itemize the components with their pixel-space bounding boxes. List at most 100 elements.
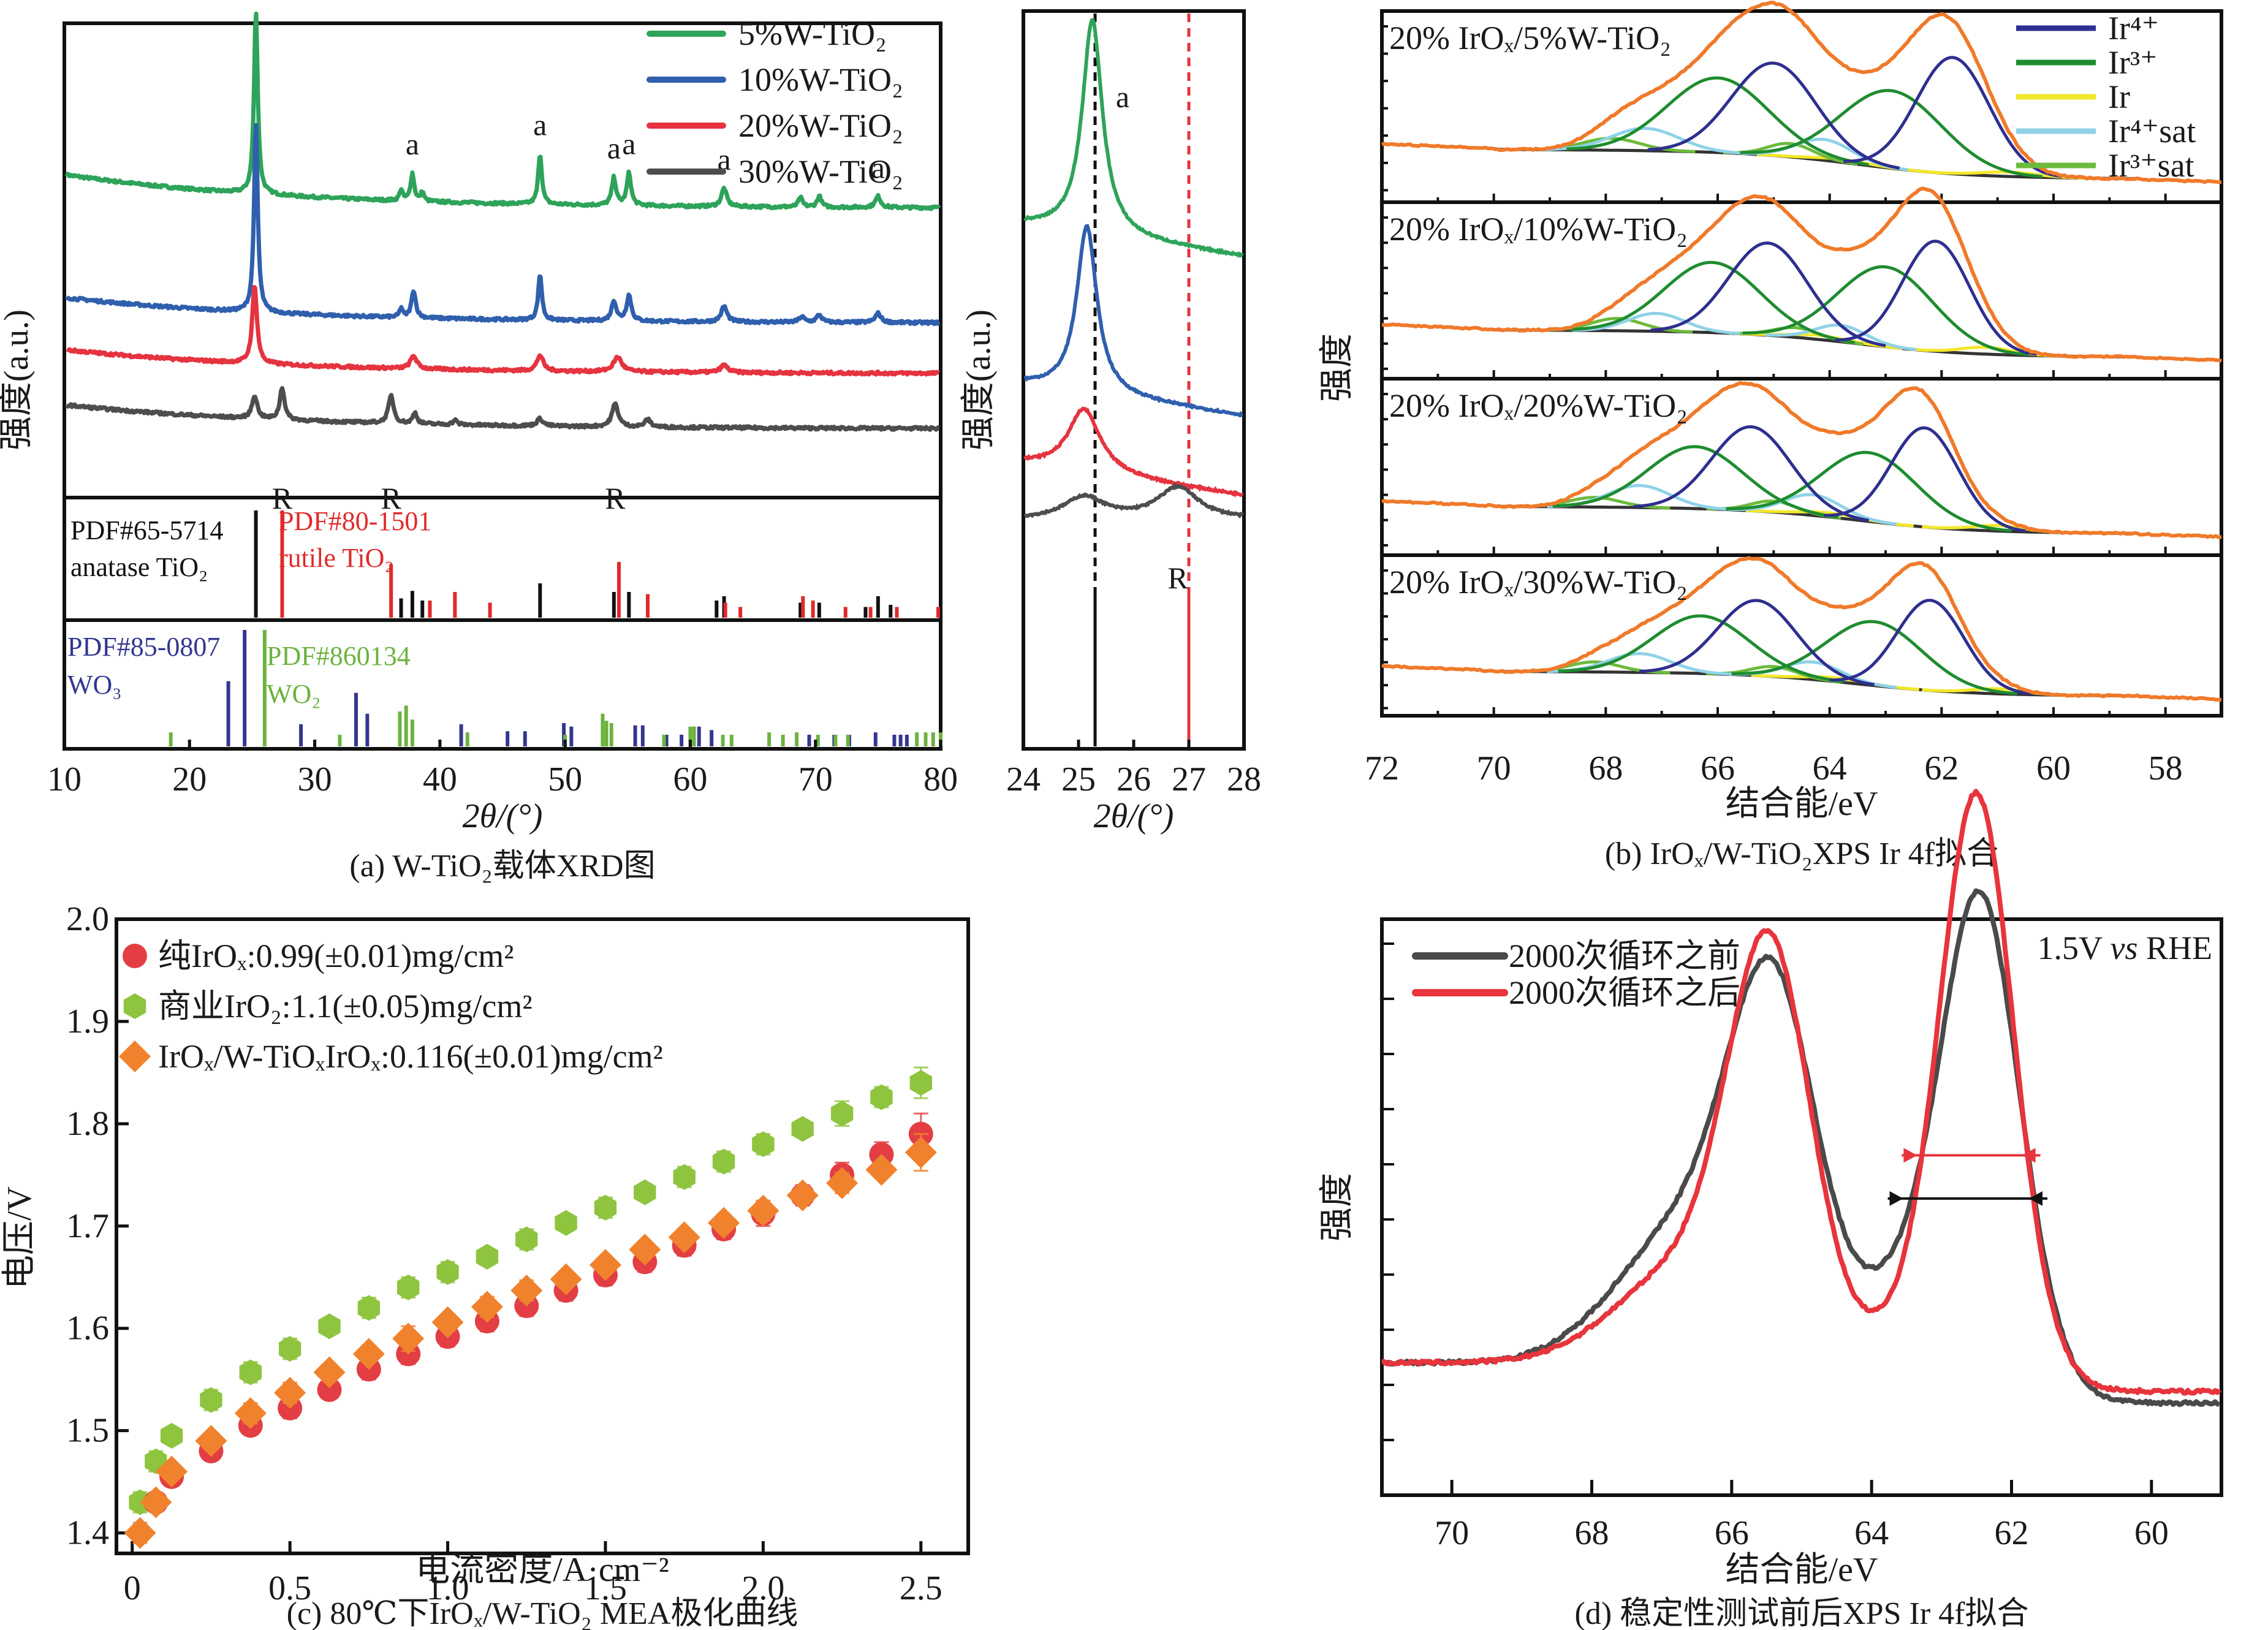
data-point <box>200 1387 222 1413</box>
x-tick-label: 66 <box>1715 1514 1749 1552</box>
x-tick-label: 62 <box>1924 749 1959 787</box>
xps-component-Ir4plussat-0 <box>1572 312 1740 335</box>
x-tick-label: 70 <box>1435 1514 1469 1552</box>
panel-a-inset-traces <box>1023 17 1245 519</box>
data-point <box>594 1194 617 1221</box>
panel-d-y-axis-label: 强度 <box>1318 1173 1356 1241</box>
data-point <box>865 1153 898 1186</box>
peak-label: R <box>272 481 293 515</box>
legend-label-0: 2000次循环之前 <box>1509 938 1740 974</box>
inset-trace-3 <box>1023 482 1245 519</box>
data-point <box>313 1356 346 1389</box>
xps-trace-1 <box>1381 789 2221 1396</box>
data-point <box>826 1167 859 1199</box>
x-tick-label: 1.5 <box>584 1569 627 1607</box>
data-point <box>708 1207 740 1239</box>
xps-subplot-3: 20% IrOₓ/30%W-TiO₂ <box>1380 553 2223 718</box>
x-tick-label: 70 <box>1477 749 1511 787</box>
xps-subplot-0: 20% IrOₓ/5%W-TiO₂ <box>1380 1 2223 204</box>
panel-a-inset-x-axis-label: 2θ/(°) <box>1094 797 1174 835</box>
data-point <box>476 1243 499 1270</box>
data-point <box>431 1306 464 1338</box>
data-point <box>791 1116 814 1142</box>
y-tick-label: 1.4 <box>66 1514 109 1552</box>
panel-b-caption: (b) IrOₓ/W-TiO₂XPS Ir 4f拟合 <box>1605 836 1998 871</box>
panel-a-zoom-inset: aR 24 25 26 27 28 强度(a.u.) 2θ/(°) <box>960 9 1261 835</box>
peak-label: a <box>406 127 419 161</box>
pdf-code-1: PDF#80-1501 <box>279 506 431 536</box>
x-tick-label: 24 <box>1006 760 1041 798</box>
xps-component-Ir3plus-1 <box>1726 450 2012 533</box>
data-point <box>786 1179 819 1211</box>
data-point <box>317 1377 342 1402</box>
inset-trace-1 <box>1023 224 1243 418</box>
pdf-code-0: PDF#65-5714 <box>70 515 223 545</box>
data-point <box>515 1226 538 1253</box>
legend-label-3: Ir⁴⁺sat <box>2108 113 2196 150</box>
panel-d-x-axis-label: 结合能/eV <box>1726 1551 1878 1589</box>
x-tick-label: 27 <box>1172 760 1206 798</box>
legend-label-0: 纯IrOₓ:0.99(±0.01)mg/cm² <box>158 938 514 974</box>
xps-component-Ir3plus-1 <box>1740 89 2042 178</box>
xps-component-Ir4plus-1 <box>1829 599 2031 696</box>
x-tick-label: 64 <box>1854 1514 1889 1552</box>
data-point <box>830 1101 854 1127</box>
x-tick-label: 64 <box>1813 749 1847 787</box>
x-tick-label: 10 <box>47 760 82 798</box>
panel-a-x-axis-label: 2θ/(°) <box>463 797 543 835</box>
x-tick-label: 20 <box>172 760 207 798</box>
xps-component-Ir3plus-0 <box>1552 445 1838 519</box>
y-tick-label: 1.9 <box>66 1003 109 1041</box>
peak-label: a <box>533 108 547 142</box>
panel-b-x-axis-label: 结合能/eV <box>1726 785 1878 823</box>
legend-marker-1 <box>123 993 146 1019</box>
x-tick-label: 72 <box>1365 749 1399 787</box>
legend-label-0: Ir⁴⁺ <box>2108 10 2159 47</box>
xps-subplot-2: 20% IrOₓ/20%W-TiO₂ <box>1380 377 2223 557</box>
x-tick-label: 40 <box>423 760 457 798</box>
panel-a-inset-frame <box>1022 9 1246 751</box>
peak-label: R <box>605 481 626 515</box>
panel-c-legend: 纯IrOₓ:0.99(±0.01)mg/cm² 商业IrO₂:1.1(±0.05)… <box>119 938 663 1075</box>
panel-a-peak-labels: aaaaaaaRRR <box>272 108 885 515</box>
condition-post: RHE <box>2138 930 2213 966</box>
pdf-phase-1: rutile TiO₂ <box>279 543 394 573</box>
legend-label-2: 20%W-TiO₂ <box>738 107 903 144</box>
xps-component-Ir3plus-1 <box>1743 265 2029 357</box>
panel-d-traces <box>1381 789 2221 1408</box>
xps-component-Ir4plus-0 <box>1650 241 1886 347</box>
x-tick-label: 2.5 <box>900 1569 942 1607</box>
x-tick-label: 1.0 <box>427 1569 469 1607</box>
data-point <box>550 1263 582 1295</box>
x-tick-label: 0.5 <box>268 1569 311 1607</box>
panel-a-caption: (a) W-TiO₂载体XRD图 <box>349 849 655 884</box>
panel-a-frame <box>63 21 942 751</box>
y-tick-label: 1.6 <box>66 1310 109 1348</box>
x-tick-label: 70 <box>798 760 833 798</box>
xrd-trace-0 <box>64 11 941 211</box>
peak-label: a <box>622 127 635 161</box>
series-hexagon <box>129 1066 932 1515</box>
xps-component-Ir3plus-0 <box>1566 76 1870 167</box>
xps-background <box>1493 504 2138 535</box>
panel-d-frame <box>1380 917 2223 1497</box>
panel-b-x-ticks: 72 70 68 66 64 62 60 58 <box>1365 749 2183 787</box>
xps-envelope <box>1381 556 2222 702</box>
xps-background <box>1493 148 2138 180</box>
series-circle <box>143 1112 933 1515</box>
xps-component-Ir4plus-1 <box>1843 56 2063 178</box>
xps-component-Ir4plus-0 <box>1633 425 1870 522</box>
xrd-trace-3 <box>65 386 941 432</box>
xps-component-Ir3plus-1 <box>1731 620 2017 696</box>
data-point <box>392 1322 425 1355</box>
inset-trace-2 <box>1023 406 1244 498</box>
legend-label-4: Ir³⁺sat <box>2108 147 2194 184</box>
xps-component-Ir-1 <box>1734 332 1903 351</box>
panel-a-traces <box>64 11 941 432</box>
x-tick-label: 66 <box>1701 749 1735 787</box>
y-tick-label: 2.0 <box>66 900 109 938</box>
legend-label-0: 5%W-TiO₂ <box>738 15 887 52</box>
inset-trace-0 <box>1023 17 1244 259</box>
